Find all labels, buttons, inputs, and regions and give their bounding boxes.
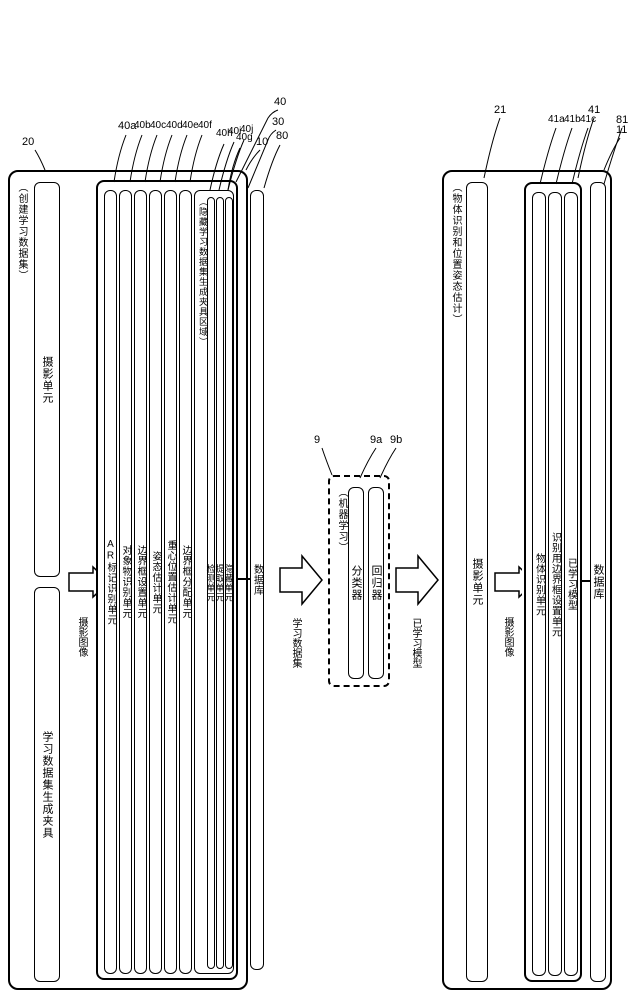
ml-title: （机器学习） xyxy=(334,487,349,553)
camera-unit-box: 摄影单元 xyxy=(34,182,60,577)
label-30: 30 xyxy=(272,116,284,128)
label-81: 81 xyxy=(616,114,628,126)
label-41c: 41c xyxy=(580,114,596,125)
ml-module: （机器学习） 分类器 回归器 xyxy=(328,475,390,687)
left-module-title: （创建学习数据集） xyxy=(14,182,29,281)
regressor-box: 回归器 xyxy=(368,487,384,679)
learned-model-label: 已学习模型 xyxy=(565,193,577,975)
right-database: 数据库 xyxy=(590,182,606,982)
label-9: 9 xyxy=(314,434,320,446)
label-80: 80 xyxy=(276,130,288,142)
ar-marker-box2: AR标记识别单元 xyxy=(104,190,117,974)
dataset-gen-jig-label: 学习数据集生成夹具 xyxy=(35,588,59,981)
left-arrow-down xyxy=(66,552,96,612)
label-40j: 40j xyxy=(240,124,253,135)
obj-rec-label: 物体识别单元 xyxy=(533,193,545,975)
right-camera-box: 摄影单元 xyxy=(466,182,488,982)
arrow-to-ml-label: 学习数据集 xyxy=(289,618,302,668)
label-40e: 40e xyxy=(182,120,199,131)
right-database-label: 数据库 xyxy=(591,183,605,981)
label-10: 10 xyxy=(256,136,268,148)
label-41b: 41b xyxy=(564,114,581,125)
arrow-to-right-label: 已学习模型 xyxy=(408,618,422,668)
ar-marker-label2: AR标记识别单元 xyxy=(105,191,116,973)
right-camera-label: 摄影单元 xyxy=(467,183,487,981)
hide-label: 隐藏单元 xyxy=(226,198,232,968)
classifier-box: 分类器 xyxy=(348,487,364,679)
target-obj-box2: 对象物识别单元 xyxy=(119,190,132,974)
hidden-jig-region: （隐藏学习数据集生成夹具区域） 检测单元 提取单元 隐藏单元 xyxy=(194,190,234,974)
arrow-to-ml xyxy=(278,548,324,612)
bbox-assign-label2: 边界框分配单元 xyxy=(180,191,191,973)
bbox-set-box2: 边界框设置单元 xyxy=(134,190,147,974)
target-obj-label2: 对象物识别单元 xyxy=(120,191,131,973)
pose-est-label2: 姿态估计单元 xyxy=(150,191,161,973)
right-arrow-down xyxy=(492,552,522,612)
pose-est-box2: 姿态估计单元 xyxy=(149,190,162,974)
label-40f: 40f xyxy=(198,120,212,131)
label-40: 40 xyxy=(274,96,286,108)
label-21: 21 xyxy=(494,104,506,116)
cog-est-label2: 重心位置估计单元 xyxy=(165,191,176,973)
label-20: 20 xyxy=(22,136,34,148)
arrow-to-right xyxy=(394,548,440,612)
right-module: （物体识别和位置姿态估计） 摄影单元 摄影图像 物体识别单元 识别用边界框设置单… xyxy=(442,170,612,990)
bbox-rec-label: 识别用边界框设置单元 xyxy=(549,193,561,975)
learned-model-box: 已学习模型 xyxy=(564,192,578,976)
left-database: 数据库 xyxy=(250,190,264,970)
regressor-label: 回归器 xyxy=(369,488,383,678)
left-processing-real: AR标记识别单元 对象物识别单元 边界框设置单元 姿态估计单元 重心位置估计单元… xyxy=(96,180,238,980)
bbox-set-label2: 边界框设置单元 xyxy=(135,191,146,973)
cog-est-box2: 重心位置估计单元 xyxy=(164,190,177,974)
classifier-label: 分类器 xyxy=(349,488,363,678)
right-arrow-label: 摄影图像 xyxy=(500,617,514,657)
left-arrow-label: 摄影图像 xyxy=(74,617,88,657)
hide-box: 隐藏单元 xyxy=(225,197,233,969)
label-40d: 40d xyxy=(166,120,183,131)
left-database-label: 数据库 xyxy=(251,191,263,969)
label-41a: 41a xyxy=(548,114,565,125)
label-9b: 9b xyxy=(390,434,402,446)
right-module-title: （物体识别和位置姿态估计） xyxy=(448,182,463,325)
obj-rec-box: 物体识别单元 xyxy=(532,192,546,976)
label-40b: 40b xyxy=(134,120,151,131)
bbox-rec-box: 识别用边界框设置单元 xyxy=(548,192,562,976)
right-processing: 物体识别单元 识别用边界框设置单元 已学习模型 xyxy=(524,182,582,982)
bbox-assign-box2: 边界框分配单元 xyxy=(179,190,192,974)
label-9a: 9a xyxy=(370,434,382,446)
left-db-connector xyxy=(238,578,250,580)
right-db-connector xyxy=(582,580,590,582)
camera-unit-label: 摄影单元 xyxy=(35,183,59,576)
label-40c: 40c xyxy=(150,120,166,131)
dataset-gen-jig-box: 学习数据集生成夹具 xyxy=(34,587,60,982)
